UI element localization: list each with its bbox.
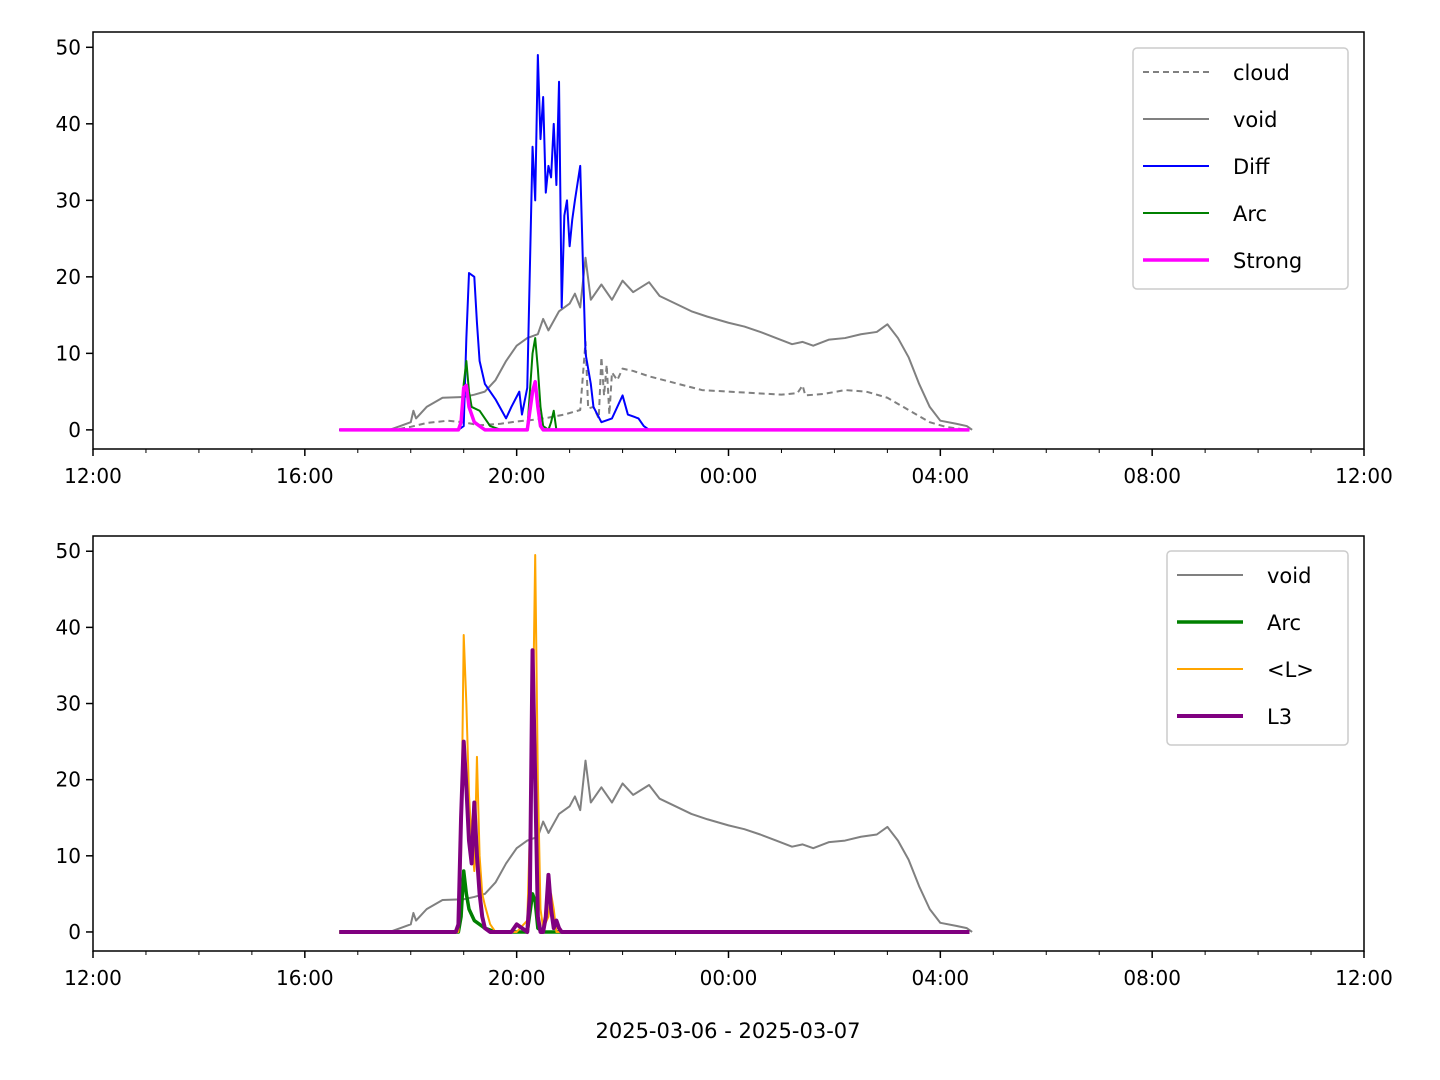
top-x-tick-label: 20:00 xyxy=(488,464,546,488)
top-x-tick-label: 00:00 xyxy=(700,464,758,488)
bottom-legend-label-void: void xyxy=(1267,564,1311,588)
top-x-tick-label: 08:00 xyxy=(1123,464,1181,488)
top-legend-label-cloud: cloud xyxy=(1233,61,1290,85)
bottom-x-tick-label: 12:00 xyxy=(64,966,122,990)
top-series-cloud-line xyxy=(339,340,970,431)
bottom-x-tick-label: 16:00 xyxy=(276,966,334,990)
top-legend-label-diff: Diff xyxy=(1233,155,1270,179)
bottom-y-axis: 0 10 20 30 40 50 xyxy=(56,539,93,944)
top-series-diff-line xyxy=(339,53,970,431)
bottom-series-group xyxy=(339,554,973,934)
top-x-tick-label: 16:00 xyxy=(276,464,334,488)
bottom-y-tick-label: 50 xyxy=(56,539,81,563)
top-legend: cloud void Diff Arc Strong xyxy=(1132,47,1349,290)
top-series-strong-line xyxy=(339,379,970,432)
bottom-legend-label-l: <L> xyxy=(1267,658,1314,682)
top-y-axis: 0 10 20 30 40 50 xyxy=(56,35,93,442)
bottom-x-tick-label: 04:00 xyxy=(912,966,970,990)
bottom-x-tick-label: 08:00 xyxy=(1123,966,1181,990)
top-x-tick-label: 12:00 xyxy=(1335,464,1393,488)
bottom-y-tick-label: 30 xyxy=(56,692,81,716)
bottom-chart: 0 10 20 30 40 50 12:00 16:00 20:00 00:00 04:00 08:… xyxy=(56,535,1393,1043)
bottom-x-tick-label: 20:00 xyxy=(488,966,546,990)
bottom-legend: void Arc <L> L3 xyxy=(1166,550,1349,746)
top-legend-label-strong: Strong xyxy=(1233,249,1302,273)
top-series-void-line xyxy=(339,256,973,431)
top-y-tick-label: 20 xyxy=(56,265,81,289)
bottom-series-l-line xyxy=(339,554,970,933)
top-x-tick-label: 12:00 xyxy=(64,464,122,488)
top-y-tick-label: 30 xyxy=(56,188,81,212)
bottom-legend-box xyxy=(1166,550,1349,746)
top-y-tick-label: 10 xyxy=(56,341,81,365)
bottom-y-tick-label: 40 xyxy=(56,615,81,639)
top-legend-box xyxy=(1132,47,1349,290)
bottom-x-axis-label: 2025-03-06 - 2025-03-07 xyxy=(595,1019,860,1043)
bottom-legend-label-arc: Arc xyxy=(1267,611,1301,635)
bottom-y-tick-label: 20 xyxy=(56,768,81,792)
top-legend-label-void: void xyxy=(1233,108,1277,132)
bottom-series-l3-line xyxy=(339,648,970,934)
bottom-x-tick-label: 00:00 xyxy=(700,966,758,990)
top-series-group xyxy=(339,53,973,432)
top-chart: 0 10 20 30 40 50 12:00 16:00 20:00 00:00 04:00 08:… xyxy=(56,31,1393,488)
top-legend-label-arc: Arc xyxy=(1233,202,1267,226)
bottom-series-void-line xyxy=(339,759,973,933)
bottom-y-tick-label: 0 xyxy=(68,920,81,944)
bottom-legend-label-l3: L3 xyxy=(1267,705,1292,729)
bottom-x-tick-label: 12:00 xyxy=(1335,966,1393,990)
top-x-axis: 12:00 16:00 20:00 00:00 04:00 08:00 12:00 xyxy=(64,449,1393,488)
top-y-tick-label: 50 xyxy=(56,35,81,59)
bottom-y-tick-label: 10 xyxy=(56,844,81,868)
bottom-x-axis: 12:00 16:00 20:00 00:00 04:00 08:00 12:00 xyxy=(64,951,1393,990)
top-y-tick-label: 40 xyxy=(56,112,81,136)
top-y-tick-label: 0 xyxy=(68,418,81,442)
top-x-tick-label: 04:00 xyxy=(912,464,970,488)
